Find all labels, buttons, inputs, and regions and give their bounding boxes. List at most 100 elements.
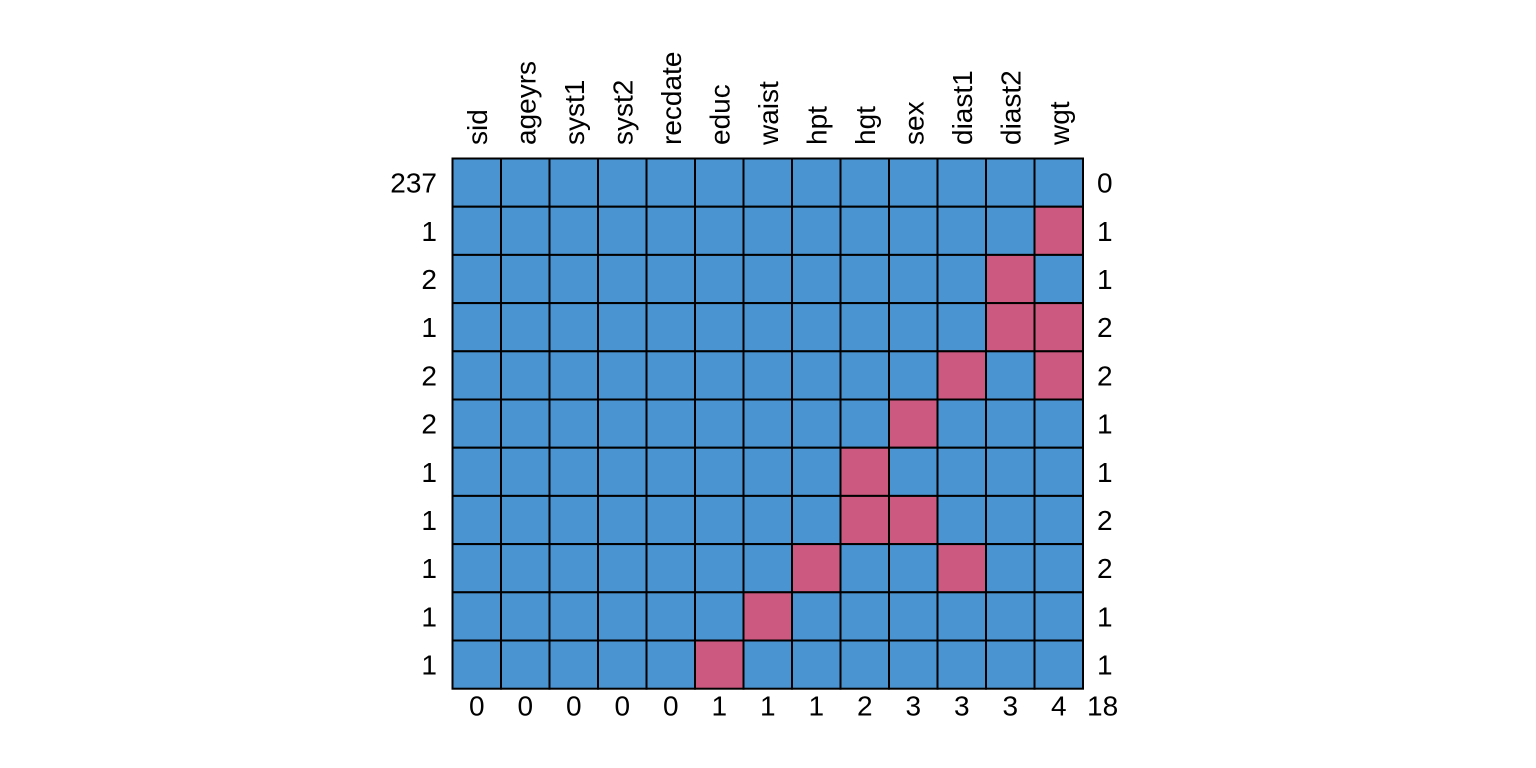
observed-cell-recdate-row-5 [645,350,696,401]
pattern-missing-count-label-row-10: 1 [1097,601,1113,632]
observed-cell-ageyrs-row-7 [500,446,551,497]
missing-cell-diast1-row-5 [936,350,987,401]
observed-cell-sex-row-5 [888,350,939,401]
observed-cell-ageyrs-row-9 [500,543,551,594]
observed-cell-hpt-row-8 [791,494,842,546]
variable-missing-count-label-educ: 1 [711,691,727,722]
pattern-missing-count-label-row-1: 0 [1097,168,1113,199]
variable-missing-count-label-hpt: 1 [808,691,824,722]
missing-cell-hgt-row-8 [839,494,890,546]
missing-cell-diast1-row-9 [936,543,987,594]
variable-label-educ: educ [704,84,735,145]
variable-labels: sid ageyrs syst1 syst2 recdate educ waist hpt hg… [462,52,1075,146]
observed-cell-waist-row-8 [742,494,793,546]
observed-cell-diast2-row-5 [985,350,1036,401]
observed-cell-sex-row-7 [888,446,939,497]
variable-label-ageyrs: ageyrs [510,61,541,145]
observed-cell-educ-row-7 [694,446,745,497]
observed-cell-sid-row-2 [451,205,502,256]
observed-cell-sid-row-5 [451,350,502,401]
observed-cell-waist-row-11 [742,639,793,690]
pattern-missing-count-label-row-9: 2 [1097,553,1113,584]
observed-cell-ageyrs-row-1 [500,157,551,208]
pattern-missing-count-label-row-6: 1 [1097,409,1113,440]
observed-cell-hpt-row-5 [791,350,842,401]
observed-cell-syst1-row-9 [548,543,599,594]
missing-cell-sex-row-6 [888,398,939,449]
observed-cell-syst2-row-11 [597,639,648,690]
observed-cell-diast2-row-8 [985,494,1036,546]
missing-cell-sex-row-8 [888,494,939,546]
observed-cell-diast2-row-9 [985,543,1036,594]
pattern-grid [451,157,1084,690]
observed-cell-hpt-row-4 [791,302,842,353]
observed-cell-ageyrs-row-11 [500,639,551,690]
observed-cell-sid-row-6 [451,398,502,449]
observed-cell-syst2-row-7 [597,446,648,497]
observed-cell-ageyrs-row-4 [500,302,551,353]
pattern-count-label-row-10: 1 [421,601,437,632]
observed-cell-waist-row-6 [742,398,793,449]
observed-cell-ageyrs-row-6 [500,398,551,449]
observed-cell-diast1-row-6 [936,398,987,449]
observed-cell-wgt-row-9 [1033,543,1084,594]
pattern-missing-count-label-row-4: 2 [1097,312,1113,343]
observed-cell-sid-row-4 [451,302,502,353]
observed-cell-diast2-row-11 [985,639,1036,690]
observed-cell-hgt-row-9 [839,543,890,594]
observed-cell-syst2-row-1 [597,157,648,208]
observed-cell-ageyrs-row-10 [500,591,551,642]
observed-cell-waist-row-9 [742,543,793,594]
observed-cell-syst2-row-4 [597,302,648,353]
missing-cell-wgt-row-2 [1033,205,1084,256]
observed-cell-hgt-row-5 [839,350,890,401]
missing-cell-hpt-row-9 [791,543,842,594]
missing-cell-wgt-row-4 [1033,302,1084,353]
observed-cell-recdate-row-10 [645,591,696,642]
missing-cell-wgt-row-5 [1033,350,1084,401]
observed-cell-sid-row-3 [451,253,502,305]
observed-cell-syst1-row-11 [548,639,599,690]
observed-cell-sex-row-1 [888,157,939,208]
observed-cell-wgt-row-1 [1033,157,1084,208]
pattern-missing-count-label-row-5: 2 [1097,360,1113,391]
pattern-count-label-row-8: 1 [421,505,437,536]
variable-label-diast2: diast2 [995,70,1026,145]
observed-cell-educ-row-6 [694,398,745,449]
observed-cell-hpt-row-3 [791,253,842,305]
observed-cell-sex-row-4 [888,302,939,353]
observed-cell-sid-row-7 [451,446,502,497]
variable-label-recdate: recdate [656,52,687,145]
pattern-count-label-row-5: 2 [421,360,437,391]
variable-label-sex: sex [898,101,929,145]
observed-cell-sid-row-9 [451,543,502,594]
variable-label-wgt: wgt [1044,101,1075,146]
variable-missing-count-label-diast2: 3 [1002,691,1018,722]
missing-cell-diast2-row-3 [985,253,1036,305]
observed-cell-syst1-row-6 [548,398,599,449]
variable-missing-count-label-wgt: 4 [1051,691,1067,722]
observed-cell-diast2-row-2 [985,205,1036,256]
observed-cell-recdate-row-4 [645,302,696,353]
pattern-count-labels: 237 1 2 1 2 2 1 1 1 1 1 [390,168,437,681]
observed-cell-syst2-row-2 [597,205,648,256]
pattern-missing-count-label-row-11: 1 [1097,650,1113,681]
pattern-count-label-row-1: 237 [390,168,437,199]
observed-cell-educ-row-1 [694,157,745,208]
variable-missing-count-label-hgt: 2 [857,691,873,722]
variable-label-sid: sid [462,109,493,145]
variable-label-syst1: syst1 [559,80,590,145]
pattern-count-label-row-4: 1 [421,312,437,343]
variable-missing-count-label-ageyrs: 0 [517,691,533,722]
observed-cell-recdate-row-9 [645,543,696,594]
observed-cell-hpt-row-2 [791,205,842,256]
observed-cell-recdate-row-7 [645,446,696,497]
observed-cell-diast1-row-2 [936,205,987,256]
observed-cell-recdate-row-3 [645,253,696,305]
observed-cell-hpt-row-11 [791,639,842,690]
pattern-missing-count-label-row-8: 2 [1097,505,1113,536]
observed-cell-sid-row-8 [451,494,502,546]
observed-cell-recdate-row-11 [645,639,696,690]
observed-cell-sex-row-2 [888,205,939,256]
